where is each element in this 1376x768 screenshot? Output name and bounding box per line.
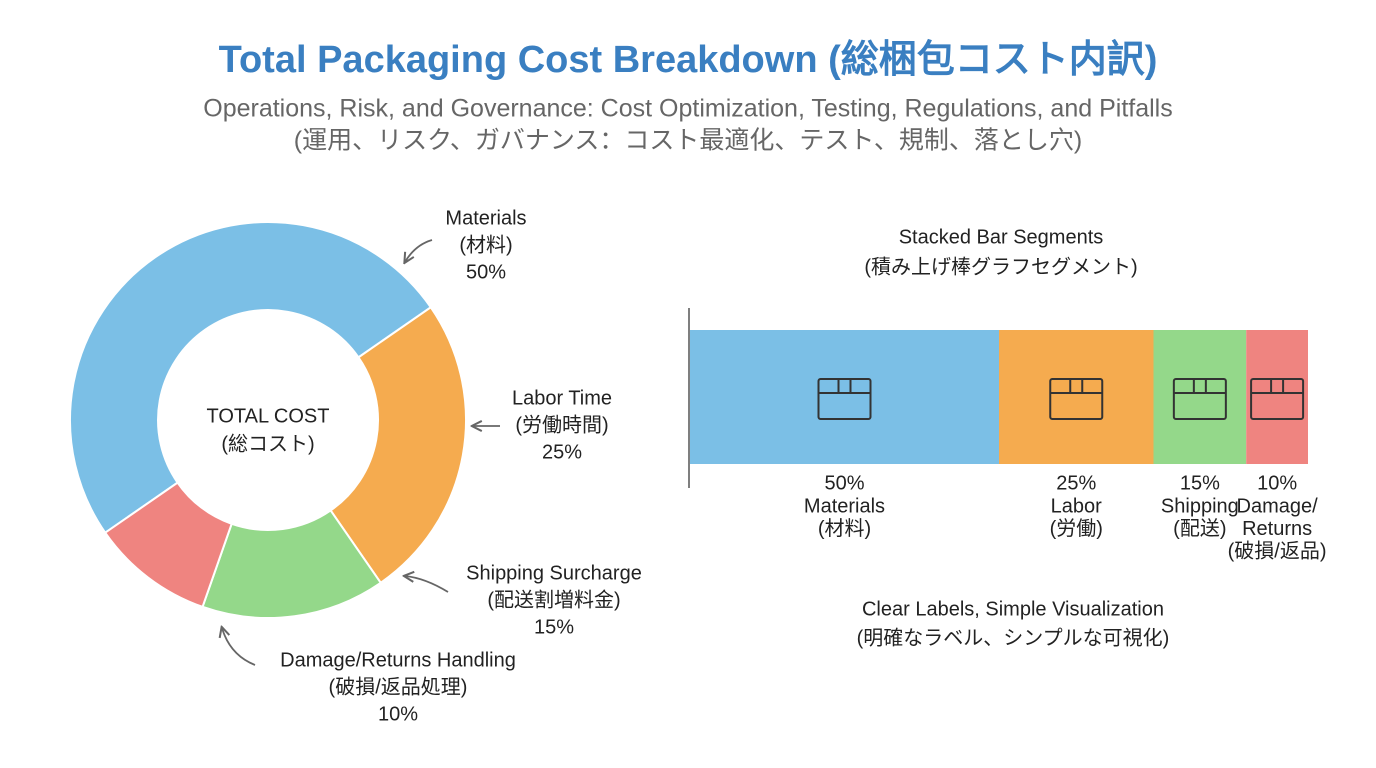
segment-label: (材料) bbox=[818, 517, 871, 540]
footer: (明確なラベル、シンプルな可視化) bbox=[857, 626, 1170, 649]
chart-title: Stacked Bar Segments bbox=[899, 226, 1104, 248]
segment-label: Materials bbox=[804, 495, 885, 517]
bar-segment bbox=[690, 330, 999, 464]
donut-segment bbox=[103, 481, 233, 609]
segment-value-label: 25% bbox=[1056, 472, 1096, 494]
chart-title: (積み上げ棒グラフセグメント) bbox=[864, 255, 1137, 278]
slice-label: (配送割増料金) bbox=[487, 588, 620, 611]
segment-label: Returns bbox=[1242, 518, 1312, 540]
label-arrow bbox=[222, 628, 256, 666]
donut-segment bbox=[69, 221, 433, 535]
segment-icon bbox=[1172, 378, 1227, 420]
segment-icon bbox=[1049, 378, 1104, 420]
icon-part bbox=[817, 378, 872, 420]
bar-segment bbox=[1246, 330, 1308, 464]
segment-label: Shipping bbox=[1161, 495, 1239, 517]
footer: Clear Labels, Simple Visualization bbox=[862, 598, 1164, 620]
icon-part bbox=[1173, 379, 1226, 394]
bar-segment bbox=[999, 330, 1154, 464]
donut-segment bbox=[329, 305, 467, 585]
segment-icon bbox=[817, 378, 872, 420]
icon-part bbox=[1050, 379, 1103, 394]
subtitle: Operations, Risk, and Governance: Cost O… bbox=[203, 95, 1172, 123]
label-arrow bbox=[405, 239, 433, 262]
segment-value-label: 15% bbox=[1180, 472, 1220, 494]
slice-value-label: 50% bbox=[466, 261, 506, 283]
donut-hole bbox=[159, 311, 377, 529]
icon-part bbox=[818, 379, 871, 394]
center-label: (総コスト) bbox=[221, 432, 314, 455]
slice-label: (破損/返品処理) bbox=[329, 675, 468, 698]
center-label: TOTAL COST bbox=[207, 405, 330, 427]
slice-label: (労働時間) bbox=[515, 413, 608, 436]
slice-value-label: 25% bbox=[542, 441, 582, 463]
segment-label: Labor bbox=[1051, 495, 1102, 517]
segment-label: Damage/ bbox=[1237, 495, 1319, 517]
segment-value-label: 10% bbox=[1257, 472, 1297, 494]
icon-part bbox=[1049, 378, 1104, 420]
page-title: Total Packaging Cost Breakdown (総梱包コスト内訳… bbox=[219, 39, 1158, 81]
bar-segment bbox=[1153, 330, 1247, 464]
slice-label: (材料) bbox=[459, 233, 512, 256]
slice-label: Shipping Surcharge bbox=[466, 562, 642, 584]
icon-part bbox=[1250, 378, 1305, 420]
segment-label: (破損/返品) bbox=[1228, 539, 1327, 562]
slice-value-label: 10% bbox=[378, 703, 418, 725]
label-arrow bbox=[405, 576, 449, 593]
segment-label: (労働) bbox=[1050, 517, 1103, 540]
subtitle: (運用、リスク、ガバナンス：コスト最適化、テスト、規制、落とし穴) bbox=[294, 127, 1082, 155]
slice-label: Labor Time bbox=[512, 387, 612, 409]
segment-icon bbox=[1250, 378, 1305, 420]
icon-part bbox=[1251, 379, 1304, 394]
slice-value-label: 15% bbox=[534, 616, 574, 638]
slice-label: Materials bbox=[445, 207, 526, 229]
icon-part bbox=[1172, 378, 1227, 420]
segment-label: (配送) bbox=[1173, 517, 1226, 540]
slice-label: Damage/Returns Handling bbox=[280, 649, 516, 671]
segment-value-label: 50% bbox=[824, 472, 864, 494]
